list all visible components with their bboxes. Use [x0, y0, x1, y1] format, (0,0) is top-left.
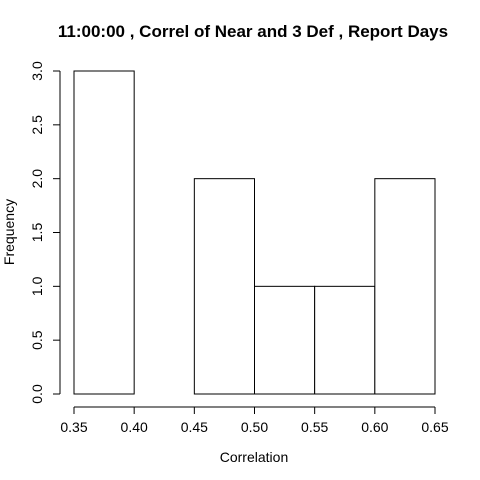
y-tick-label: 1.0 [29, 276, 45, 296]
x-tick-label: 0.40 [121, 419, 148, 435]
x-tick-label: 0.55 [301, 419, 328, 435]
bars-group [73, 70, 436, 395]
y-tick-label: 0.5 [29, 330, 45, 350]
y-axis-label: Frequency [1, 199, 17, 265]
y-tick-label: 3.0 [29, 61, 45, 81]
x-tick-label: 0.60 [361, 419, 388, 435]
x-tick-label: 0.65 [421, 419, 448, 435]
histogram-bar [254, 285, 316, 395]
histogram-bar [73, 70, 135, 395]
x-tick-label: 0.45 [181, 419, 208, 435]
histogram-bar [193, 178, 255, 395]
x-axis: 0.35 0.40 0.45 0.50 0.55 0.60 0.65 [60, 406, 449, 435]
x-tick-label: 0.50 [241, 419, 268, 435]
y-tick-label: 0.0 [29, 384, 45, 404]
histogram-bar [314, 285, 376, 395]
x-axis-label: Correlation [220, 449, 288, 465]
y-tick-label: 1.5 [29, 223, 45, 243]
chart-title: 11:00:00 , Correl of Near and 3 Def , Re… [58, 22, 448, 41]
x-tick-label: 0.35 [60, 419, 87, 435]
y-tick-label: 2.0 [29, 169, 45, 189]
y-axis: 0.0 0.5 1.0 1.5 2.0 2.5 3.0 [29, 61, 61, 404]
histogram-bar [374, 178, 436, 395]
y-tick-label: 2.5 [29, 115, 45, 135]
